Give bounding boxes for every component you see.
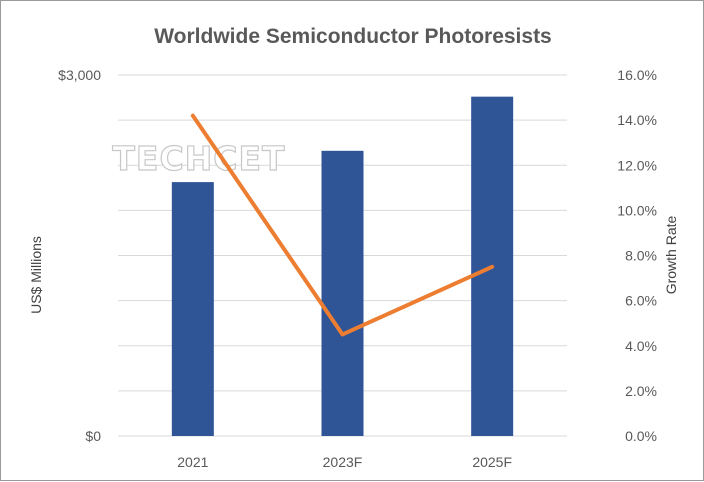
y2-tick-label: 16.0% [617, 67, 657, 83]
y2-tick-label: 10.0% [617, 202, 657, 218]
y2-tick-label: 4.0% [625, 338, 657, 354]
y2-tick-label: 8.0% [625, 248, 657, 264]
growth-rate-line [190, 113, 495, 337]
y2-tick-label: 0.0% [625, 428, 657, 444]
bar-2021 [171, 182, 214, 436]
y2-tick-label: 14.0% [617, 112, 657, 128]
x-tick-label: 2021 [177, 454, 208, 470]
bar-2023F [321, 150, 364, 436]
chart-title: Worldwide Semiconductor Photoresists [154, 25, 552, 48]
y2-tick-label: 2.0% [625, 383, 657, 399]
x-tick-label: 2025F [472, 454, 512, 470]
y2-tick-label: 12.0% [617, 157, 657, 173]
y-tick-label: $3,000 [58, 67, 101, 83]
x-tick-label: 2023F [323, 454, 363, 470]
y2-tick-label: 6.0% [625, 293, 657, 309]
watermark-logo: TECHCET [112, 139, 285, 178]
y-tick-label: $0 [85, 428, 101, 444]
y-axis-label: US$ Millions [28, 236, 44, 314]
y2-axis-label: Growth Rate [663, 215, 679, 294]
